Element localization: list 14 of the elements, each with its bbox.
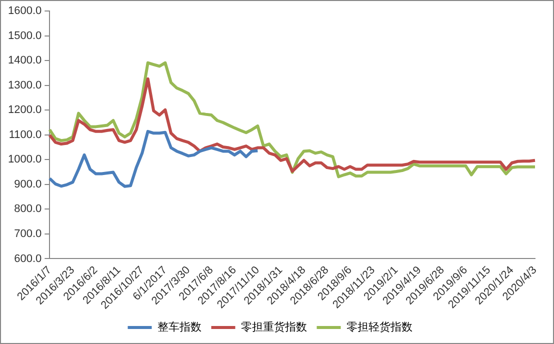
y-tick-label: 900.0 xyxy=(14,178,42,190)
y-tick-label: 1600.0 xyxy=(8,5,42,18)
y-tick-label: 700.0 xyxy=(14,228,42,240)
y-tick-label: 1000.0 xyxy=(8,154,42,166)
y-tick-label: 1300.0 xyxy=(8,79,42,92)
y-tick-label: 1500.0 xyxy=(8,30,42,42)
legend-label: 零担轻货指数 xyxy=(346,322,412,334)
y-tick-label: 600.0 xyxy=(14,252,42,265)
legend-label: 零担重货指数 xyxy=(240,320,307,334)
y-tick-label: 1400.0 xyxy=(8,54,42,67)
y-tick-label: 800.0 xyxy=(14,203,42,216)
y-tick-label: 1200.0 xyxy=(8,104,42,116)
legend-label: 整车指数 xyxy=(157,320,202,334)
y-tick-label: 1100.0 xyxy=(8,128,42,141)
